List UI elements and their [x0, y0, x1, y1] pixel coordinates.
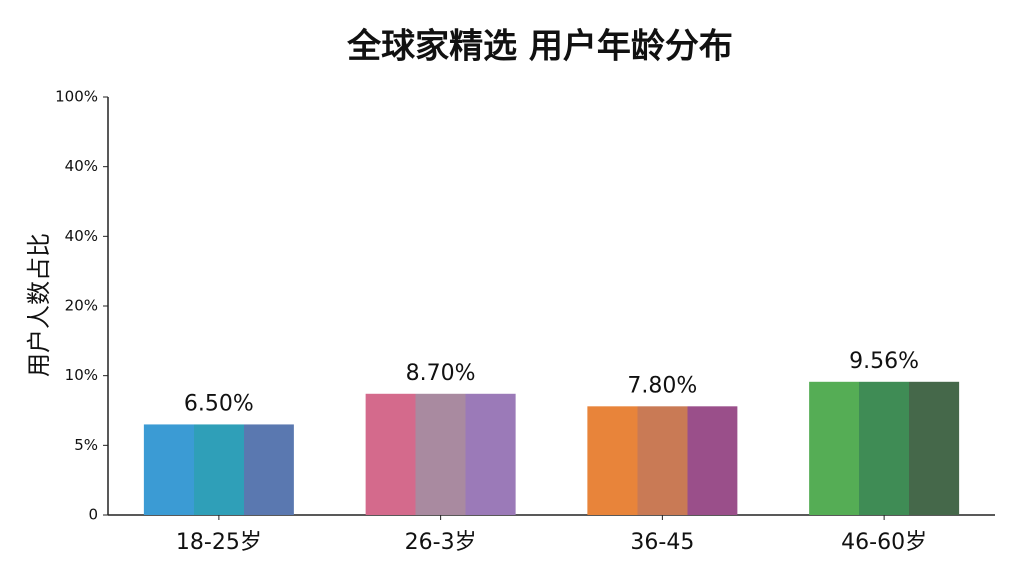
y-tick-label: 20% [65, 297, 98, 315]
x-tick-label: 18-25岁 [176, 530, 262, 555]
bar [587, 406, 738, 515]
bar [365, 393, 516, 515]
y-tick-label: 10% [65, 366, 98, 384]
y-tick-label: 40% [65, 157, 98, 175]
x-tick-label: 36-45 [630, 530, 694, 555]
y-tick-label: 5% [74, 436, 98, 454]
x-tick-label: 26-3岁 [405, 530, 477, 555]
data-label: 6.50% [184, 391, 254, 416]
y-tick-label: 0 [88, 506, 98, 524]
data-label: 9.56% [849, 349, 919, 374]
y-tick-label: 100% [55, 88, 98, 106]
chart-title: 全球家精选 用户年龄分布 [346, 27, 733, 67]
bar [143, 424, 294, 515]
x-tick-label: 46-60岁 [841, 530, 927, 555]
y-tick-label: 40% [65, 227, 98, 245]
data-label: 7.80% [627, 373, 697, 398]
data-label: 8.70% [406, 361, 476, 386]
bar [809, 381, 960, 515]
y-axis-label: 用户人数占比 [25, 233, 53, 377]
